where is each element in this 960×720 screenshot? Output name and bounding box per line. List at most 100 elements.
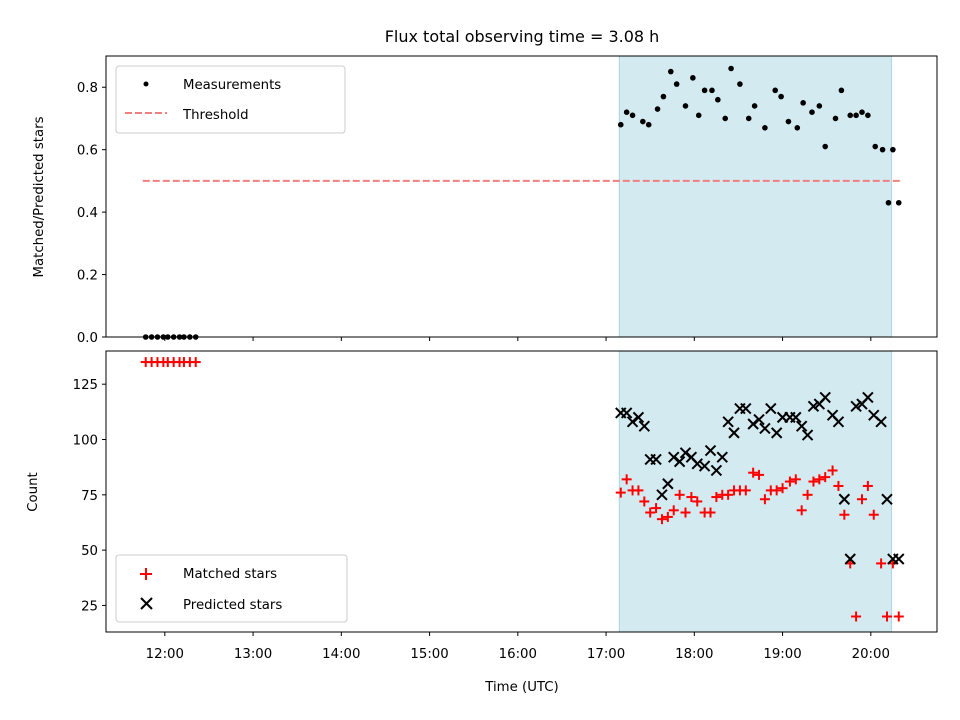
bottom-shaded-interval bbox=[618, 350, 892, 633]
matched-star-point bbox=[190, 357, 201, 368]
measurement-point bbox=[809, 109, 815, 115]
bottom-panel: 25 50 75 100 125 12:00 13:00 14:00 15:00 16:00 17… bbox=[26, 350, 938, 695]
measurement-point bbox=[617, 121, 624, 128]
matched-star-point bbox=[656, 514, 667, 525]
matched-star-point bbox=[893, 611, 904, 622]
top-y-tick-label: 0.8 bbox=[77, 81, 98, 96]
matched-star-point bbox=[723, 489, 734, 500]
matched-star-point bbox=[645, 507, 656, 518]
top-panel: 0.00.20.40.60.8 Matched/Predicted stars … bbox=[32, 55, 938, 346]
bottom-x-tick-label: 17:00 bbox=[587, 647, 625, 662]
legend-predicted-marker bbox=[140, 597, 153, 610]
bottom-y-tick-label: 50 bbox=[81, 544, 98, 559]
matched-star-point bbox=[851, 611, 862, 622]
matched-star-point bbox=[790, 474, 801, 485]
measurement-point bbox=[660, 93, 667, 100]
legend-threshold-label: Threshold bbox=[182, 108, 249, 123]
measurement-point bbox=[772, 87, 779, 94]
legend-measurements-label: Measurements bbox=[183, 78, 281, 93]
measurement-point bbox=[715, 96, 721, 103]
bottom-x-tick-label: 16:00 bbox=[499, 647, 537, 662]
top-y-tick-label: 0.0 bbox=[77, 331, 98, 346]
measurement-point bbox=[822, 143, 829, 150]
measurement-point bbox=[890, 146, 896, 153]
predicted-star-point bbox=[626, 416, 639, 428]
matched-star-point bbox=[771, 485, 782, 496]
matched-star-point bbox=[692, 496, 703, 507]
top-y-tick-label: 0.2 bbox=[77, 269, 98, 284]
bottom-legend-box bbox=[115, 554, 348, 623]
predicted-star-point bbox=[704, 444, 717, 457]
top-axes-frame bbox=[105, 55, 938, 338]
measurement-point bbox=[682, 103, 689, 109]
bottom-y-tick-label: 100 bbox=[73, 434, 98, 449]
top-y-axis-label: Matched/Predicted stars bbox=[32, 116, 47, 277]
matched-star-point bbox=[777, 483, 788, 494]
predicted-star-point bbox=[838, 493, 851, 505]
predicted-star-point bbox=[698, 460, 711, 472]
bottom-x-tick-label: 18:00 bbox=[675, 647, 713, 662]
predicted-star-point bbox=[691, 458, 703, 470]
measurements-series bbox=[142, 65, 902, 340]
bottom-y-axis-ticks: 25 50 75 100 125 bbox=[73, 378, 106, 614]
measurement-point bbox=[794, 125, 801, 131]
top-legend: Measurements Threshold bbox=[115, 65, 346, 134]
predicted-star-point bbox=[790, 411, 802, 424]
bottom-y-tick-label: 25 bbox=[81, 599, 98, 614]
measurement-point bbox=[762, 125, 768, 131]
predicted-star-point bbox=[668, 451, 680, 463]
matched-star-point bbox=[802, 489, 813, 500]
predicted-star-point bbox=[801, 429, 814, 441]
predicted-star-point bbox=[832, 416, 845, 428]
legend-predicted-label: Predicted stars bbox=[183, 598, 282, 613]
figure-title: Flux total observing time = 3.08 h bbox=[385, 27, 660, 46]
bottom-axes-frame bbox=[105, 350, 938, 633]
measurement-point bbox=[885, 199, 892, 206]
legend-matched-marker bbox=[140, 568, 152, 580]
measurement-point bbox=[695, 112, 702, 119]
measurement-point bbox=[728, 65, 734, 72]
matched-star-point bbox=[796, 505, 807, 516]
bottom-x-tick-label: 12:00 bbox=[146, 647, 184, 662]
predicted-star-point bbox=[881, 493, 893, 505]
measurement-point bbox=[872, 143, 879, 150]
bottom-x-tick-label: 14:00 bbox=[322, 647, 360, 662]
measurement-point bbox=[838, 87, 845, 94]
measurement-point bbox=[751, 103, 758, 109]
bottom-x-tick-label: 19:00 bbox=[763, 647, 801, 662]
measurement-point bbox=[640, 118, 646, 125]
predicted-stars-series bbox=[615, 391, 905, 565]
predicted-star-point bbox=[716, 451, 728, 463]
matched-star-point bbox=[615, 487, 626, 498]
measurement-point bbox=[654, 106, 661, 112]
measurement-point bbox=[722, 115, 729, 122]
measurement-point bbox=[800, 100, 806, 106]
predicted-star-point bbox=[770, 427, 783, 439]
predicted-star-point bbox=[850, 400, 862, 413]
top-y-tick-label: 0.4 bbox=[77, 206, 98, 221]
predicted-star-point bbox=[638, 420, 651, 432]
predicted-star-point bbox=[844, 553, 856, 565]
predicted-star-point bbox=[722, 416, 734, 428]
matched-star-point bbox=[662, 511, 673, 522]
matched-star-point bbox=[674, 489, 685, 500]
matched-star-point bbox=[748, 467, 759, 478]
bottom-x-axis-ticks: 12:00 13:00 14:00 15:00 16:00 17:00 18:00 19:00… bbox=[146, 632, 890, 662]
matched-stars-series bbox=[140, 357, 904, 622]
measurement-point bbox=[690, 75, 696, 81]
top-legend-box bbox=[115, 65, 346, 134]
predicted-star-point bbox=[679, 447, 692, 459]
matched-star-point bbox=[668, 505, 679, 516]
legend-matched-label: Matched stars bbox=[183, 567, 277, 582]
predicted-star-point bbox=[632, 411, 645, 424]
bottom-x-tick-label: 13:00 bbox=[234, 647, 272, 662]
measurement-point bbox=[879, 146, 886, 153]
measurement-point bbox=[778, 93, 784, 100]
predicted-star-point bbox=[753, 413, 765, 426]
predicted-star-point bbox=[710, 464, 723, 477]
measurement-point bbox=[623, 109, 630, 115]
predicted-star-point bbox=[620, 407, 633, 419]
top-shaded-interval bbox=[618, 55, 892, 338]
matched-star-point bbox=[686, 492, 697, 503]
matched-star-point bbox=[680, 507, 691, 518]
